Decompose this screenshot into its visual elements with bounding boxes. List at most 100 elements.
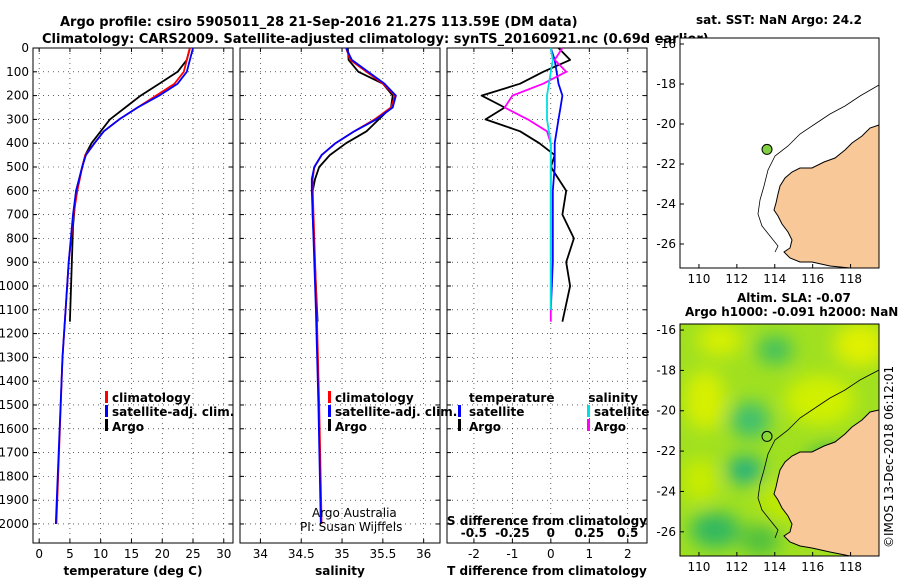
y-tick-label: 1900 <box>0 493 29 507</box>
sla-map-bathymetry <box>757 369 879 539</box>
y-tick-label: 1600 <box>0 422 29 436</box>
legend-satellite: satellite-adj. clim. <box>112 405 234 419</box>
x-tick-label: 25 <box>185 547 200 561</box>
x-tick-label: 35.5 <box>369 547 396 561</box>
x-tick-label: 35 <box>334 547 349 561</box>
difference-s-title: S difference from climatology <box>447 514 647 528</box>
legend-climatology: climatology <box>112 391 191 405</box>
series-line-argo <box>69 47 191 322</box>
credit-line-2: PI: Susan Wijffels <box>300 520 402 534</box>
legend-satellite: satellite-adj. clim. <box>335 405 457 419</box>
y-tick-label: 100 <box>6 65 29 79</box>
salinity-legend: climatology satellite-adj. clim. Argo <box>328 391 457 434</box>
y-tick-label: 700 <box>6 208 29 222</box>
legend-s-satellite-swatch <box>587 405 590 417</box>
map-x-tick-label: 112 <box>725 272 748 286</box>
y-tick-label: 300 <box>6 112 29 126</box>
y-tick-label: 1800 <box>0 469 29 483</box>
legend-salinity-title: salinity <box>588 391 638 405</box>
legend-t-argo-swatch <box>458 419 461 431</box>
y-tick-label: 2000 <box>0 517 29 531</box>
y-tick-label: 1700 <box>0 446 29 460</box>
sla-map-field <box>680 324 879 556</box>
y-tick-label: 1000 <box>0 279 29 293</box>
legend-satellite-swatch <box>328 405 331 417</box>
x-tick-label: 2 <box>624 547 632 561</box>
sst-map-float-marker <box>761 143 773 155</box>
legend-climatology: climatology <box>335 391 414 405</box>
map-y-tick-label: -22 <box>656 157 676 171</box>
legend-argo-swatch <box>328 419 331 431</box>
legend-argo: Argo <box>112 420 144 434</box>
map-y-tick-label: -20 <box>656 404 676 418</box>
watermark: ©IMOS 13-Dec-2018 06:12:01 <box>882 366 896 548</box>
map-y-tick-label: -24 <box>656 197 676 211</box>
y-tick-label: 900 <box>6 255 29 269</box>
sst-map-title: sat. SST: NaN Argo: 24.2 <box>696 13 862 27</box>
temperature-axes-box <box>32 47 234 544</box>
map-x-tick-label: 116 <box>801 272 824 286</box>
sla-map-float-marker <box>761 430 773 442</box>
title-line-1: Argo profile: csiro 5905011_28 21-Sep-20… <box>60 15 578 30</box>
y-tick-label: 1400 <box>0 374 29 388</box>
y-tick-label: 1300 <box>0 350 29 364</box>
series-line-argo <box>311 47 394 322</box>
map-y-tick-label: -24 <box>656 484 676 498</box>
s-diff-tick-label: 0 <box>547 526 555 540</box>
y-tick-label: 1500 <box>0 398 29 412</box>
legend-argo: Argo <box>335 420 367 434</box>
x-tick-label: 0 <box>35 547 43 561</box>
y-tick-label: 1100 <box>0 303 29 317</box>
sst-map-bathymetry <box>757 84 880 253</box>
map-y-tick-label: -16 <box>656 37 676 51</box>
x-tick-label: 5 <box>66 547 74 561</box>
y-tick-label: 0 <box>21 41 29 55</box>
salinity-xlabel: salinity <box>315 564 365 578</box>
series-line-satellite-adj-clim- <box>54 47 194 525</box>
y-tick-label: 500 <box>6 160 29 174</box>
s-diff-tick-label: 0.5 <box>617 526 638 540</box>
x-tick-label: 30 <box>216 547 231 561</box>
x-tick-label: -1 <box>506 547 518 561</box>
s-diff-tick-label: -0.25 <box>495 526 530 540</box>
sst-map-axes-box <box>679 37 880 269</box>
sla-map-axes-box <box>679 323 880 557</box>
s-diff-tick-label: -0.5 <box>461 526 487 540</box>
map-y-tick-label: -18 <box>656 77 676 91</box>
sst-map-panel: sat. SST: NaN Argo: 24.2 110 112 114 116 118… <box>656 13 880 286</box>
x-tick-label: 10 <box>93 547 108 561</box>
legend-t-satellite-swatch <box>458 405 461 417</box>
y-tick-label: 600 <box>6 184 29 198</box>
x-tick-label: 36 <box>416 547 431 561</box>
legend-temperature-title: temperature <box>469 391 554 405</box>
legend-s-satellite: satellite <box>594 405 649 419</box>
difference-xlabel: T difference from climatology <box>447 564 647 578</box>
y-tick-label: 800 <box>6 231 29 245</box>
y-tick-label: 400 <box>6 136 29 150</box>
map-y-tick-label: -26 <box>656 525 676 539</box>
y-tick-label: 1200 <box>0 327 29 341</box>
sla-map-title-2: Argo h1000: -0.091 h2000: NaN <box>685 305 898 319</box>
credit-line-1: Argo Australia <box>312 506 397 520</box>
legend-t-argo: Argo <box>469 420 501 434</box>
legend-climatology-swatch <box>328 391 331 403</box>
series-line-s-argo <box>503 47 568 322</box>
map-y-tick-label: -26 <box>656 237 676 251</box>
temperature-legend: climatology satellite-adj. clim. Argo <box>105 391 234 434</box>
title-line-2: Climatology: CARS2009. Satellite-adjuste… <box>42 32 709 47</box>
sla-map-title-1: Altim. SLA: -0.07 <box>737 291 851 305</box>
map-y-tick-label: -16 <box>656 323 676 337</box>
difference-panel: -2 -1 0 1 2 -0.5 -0.25 0 0.25 0.5 T difference fr… <box>446 47 649 578</box>
difference-legend: temperature satellite Argo salinity sate… <box>458 391 649 434</box>
x-tick-label: 34 <box>253 547 268 561</box>
x-tick-label: 34.5 <box>288 547 315 561</box>
legend-t-satellite: satellite <box>469 405 524 419</box>
map-y-tick-label: -20 <box>656 117 676 131</box>
salinity-panel: 34 34.5 35 35.5 36 salinity climatology sate… <box>239 47 457 578</box>
y-tick-label: 200 <box>6 89 29 103</box>
x-tick-label: 20 <box>155 547 170 561</box>
x-tick-label: 1 <box>585 547 593 561</box>
series-line-t-satellite <box>549 47 564 310</box>
x-tick-label: -2 <box>468 547 480 561</box>
